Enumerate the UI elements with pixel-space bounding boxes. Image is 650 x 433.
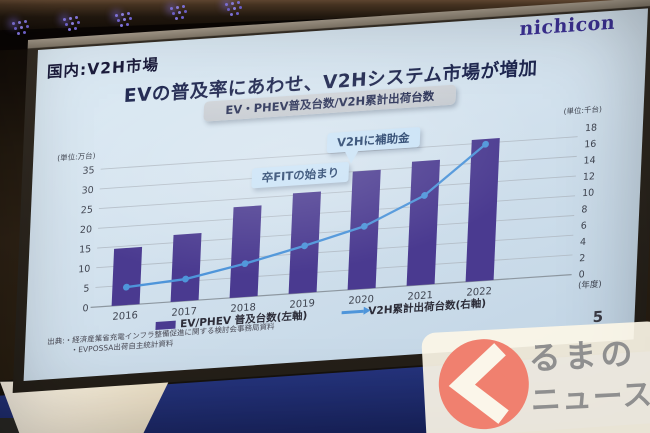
- slide-title: 国内:V2H市場: [46, 55, 160, 82]
- legend-arrow-icon: [363, 306, 371, 315]
- bar-2018: [229, 205, 262, 298]
- gridline: [98, 195, 576, 229]
- x-tick-2018: 2018: [230, 302, 256, 315]
- right-axis-tick: 0: [578, 269, 585, 280]
- watermark-circle-icon: [438, 339, 529, 430]
- right-axis-tick: 14: [583, 155, 596, 167]
- ku-chevron-icon: [448, 343, 509, 424]
- left-axis-tick: 0: [82, 303, 89, 314]
- nichicon-logo: nichicon: [518, 11, 616, 41]
- gridline: [97, 215, 575, 249]
- right-axis-tick: 8: [581, 204, 588, 215]
- marker-2017: [182, 275, 189, 283]
- marker-2018: [241, 260, 249, 268]
- left-axis-unit: (単位:万台): [57, 150, 96, 163]
- right-axis-tick: 16: [584, 139, 597, 151]
- bar-2016: [111, 246, 143, 306]
- left-axis-tick: 15: [79, 244, 92, 256]
- x-tick-2016: 2016: [112, 310, 138, 323]
- right-axis-tick: 2: [579, 253, 586, 264]
- left-axis-tick: 5: [83, 283, 90, 294]
- annotation-v2h-subsidy-label: V2Hに補助金: [336, 130, 410, 150]
- left-axis-tick: 25: [81, 205, 94, 217]
- stage-light-icon: [63, 18, 66, 21]
- left-axis-tick: 30: [81, 185, 94, 197]
- right-axis-unit: (単位:千台): [563, 104, 602, 117]
- gridline: [96, 234, 574, 269]
- stage-light-icon: [225, 3, 228, 6]
- stage-light-icon: [115, 14, 118, 17]
- right-axis-tick: 6: [580, 220, 587, 231]
- left-axis-tick: 35: [82, 165, 95, 177]
- marker-2016: [122, 283, 130, 291]
- marker-2020: [360, 222, 368, 230]
- watermark-text-bottom: ニュース: [529, 377, 650, 419]
- x-tick-2020: 2020: [348, 294, 374, 307]
- right-axis-tick: 18: [585, 122, 598, 134]
- x-tick-2022: 2022: [466, 286, 492, 299]
- right-axis-tick: 10: [582, 187, 595, 199]
- diamond-icon: [480, 367, 512, 400]
- x-tick-2019: 2019: [289, 298, 315, 311]
- stage-light-icon: [12, 22, 15, 25]
- x-tick-2021: 2021: [407, 290, 433, 303]
- bar-2021: [406, 159, 441, 286]
- presentation-slide: 国内:V2H市場 nichicon EVの普及率にあわせ、V2Hシステム市場が増…: [23, 8, 648, 381]
- legend-line-swatch: [341, 306, 371, 315]
- chart-svg: 0 5 10 15 20 25 30 35 0 2 4 6 8 10 12 14 16 18 (単位:万台) (単位:…: [57, 104, 602, 323]
- left-axis-tick: 20: [80, 224, 93, 236]
- x-tick-2017: 2017: [171, 306, 197, 319]
- right-axis-tick: 12: [583, 171, 596, 183]
- left-axis-tick: 10: [78, 264, 91, 276]
- bar-2022: [465, 138, 500, 282]
- stage-light-icon: [170, 7, 173, 10]
- bar-2020: [347, 169, 381, 290]
- annotation-pointer-icon: [344, 150, 359, 165]
- watermark-logo: るまの ニュース: [421, 320, 650, 433]
- marker-2022: [482, 140, 489, 148]
- x-axis-unit: (年度): [578, 279, 602, 292]
- right-axis-tick: 4: [580, 237, 587, 248]
- marker-2021: [421, 192, 428, 199]
- bar-2017: [170, 233, 202, 302]
- marker-2019: [301, 242, 309, 250]
